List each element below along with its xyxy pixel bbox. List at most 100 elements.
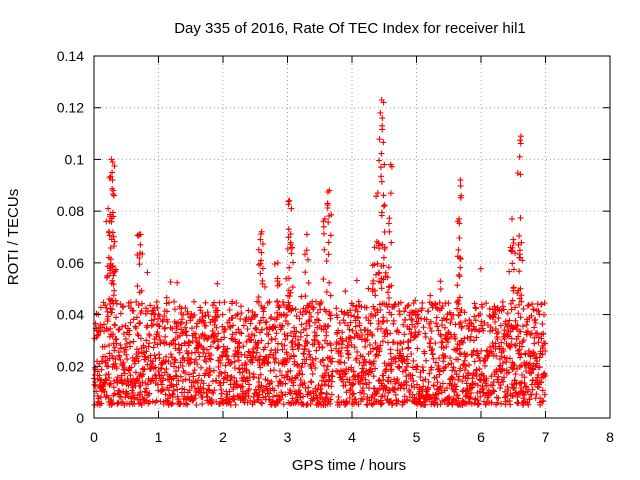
data-point <box>516 153 523 160</box>
data-point <box>456 235 463 241</box>
data-point <box>111 344 118 351</box>
data-point <box>318 299 325 305</box>
data-point <box>94 392 101 399</box>
data-point <box>285 299 292 306</box>
data-point <box>383 384 390 391</box>
data-point <box>375 270 382 277</box>
data-point <box>296 368 303 374</box>
data-point <box>525 361 532 368</box>
data-point <box>200 389 207 396</box>
data-point <box>328 383 335 390</box>
data-point <box>532 363 539 370</box>
data-point <box>417 369 424 376</box>
data-point <box>112 322 119 329</box>
data-point <box>347 386 354 392</box>
data-point <box>495 329 502 335</box>
data-point <box>516 346 523 353</box>
data-point <box>208 352 215 359</box>
data-point <box>299 311 306 318</box>
data-point <box>158 381 165 388</box>
data-point <box>205 386 211 393</box>
data-point <box>486 312 493 319</box>
data-point <box>392 380 399 387</box>
data-point <box>397 350 404 357</box>
data-point <box>281 342 288 349</box>
data-point <box>380 262 387 269</box>
data-point <box>260 314 267 321</box>
data-point <box>146 340 153 347</box>
data-point <box>177 359 184 366</box>
data-point <box>514 322 521 329</box>
labels-layer: 0 0.02 0.04 0.06 0.08 0.1 0.12 0.14 0 1 2 3 4 5 6 7 8 <box>57 48 614 445</box>
x-tick-label: 8 <box>606 429 614 445</box>
data-point <box>195 349 202 356</box>
data-point <box>325 372 332 378</box>
data-point <box>528 312 535 319</box>
data-point <box>301 379 308 386</box>
data-point <box>200 380 207 387</box>
data-point <box>445 330 452 337</box>
data-point <box>473 367 480 374</box>
data-point <box>360 390 367 397</box>
data-point <box>301 360 308 367</box>
data-point <box>210 316 217 323</box>
data-point <box>524 328 531 335</box>
data-point <box>287 387 294 394</box>
data-point <box>423 316 430 323</box>
data-point <box>112 266 119 273</box>
data-point <box>491 311 498 318</box>
data-point <box>162 324 168 331</box>
data-point <box>534 358 540 365</box>
data-point <box>239 369 246 376</box>
data-point <box>226 388 233 395</box>
data-point <box>138 287 145 294</box>
data-point <box>229 314 236 321</box>
data-point <box>471 358 478 365</box>
data-point <box>383 327 390 333</box>
data-point <box>298 364 305 371</box>
data-point <box>405 344 412 351</box>
data-point <box>429 346 436 353</box>
data-point <box>337 359 344 366</box>
data-point <box>279 322 286 329</box>
data-point <box>523 368 530 374</box>
data-point <box>171 363 177 370</box>
y-tick-label: 0.02 <box>57 358 84 374</box>
data-point <box>111 390 118 397</box>
data-point <box>532 320 539 326</box>
data-point <box>502 394 508 401</box>
data-point <box>483 382 490 389</box>
data-point <box>218 390 225 397</box>
data-point <box>143 337 150 344</box>
data-point <box>379 338 386 345</box>
y-tick-label: 0 <box>76 410 84 426</box>
data-point <box>320 223 327 230</box>
data-point <box>450 312 457 318</box>
data-point <box>133 298 140 305</box>
data-point <box>101 321 107 328</box>
data-point <box>300 393 307 400</box>
data-point <box>344 342 351 349</box>
data-point <box>191 311 198 318</box>
data-point <box>372 365 379 372</box>
data-point <box>416 328 422 335</box>
data-point <box>245 307 252 314</box>
data-point <box>163 294 170 301</box>
data-point <box>148 317 155 324</box>
data-point <box>92 379 99 385</box>
data-point <box>303 356 310 363</box>
data-point <box>279 346 286 353</box>
data-point <box>285 201 292 208</box>
data-point <box>346 376 353 383</box>
data-point <box>303 401 310 408</box>
data-point <box>109 399 116 406</box>
data-point <box>205 334 212 341</box>
data-point <box>444 395 451 401</box>
data-point <box>252 325 259 332</box>
data-point <box>432 340 439 347</box>
data-point <box>514 290 521 297</box>
data-point <box>132 369 139 376</box>
data-point <box>471 313 478 320</box>
data-point <box>272 335 279 342</box>
data-point <box>422 401 429 408</box>
